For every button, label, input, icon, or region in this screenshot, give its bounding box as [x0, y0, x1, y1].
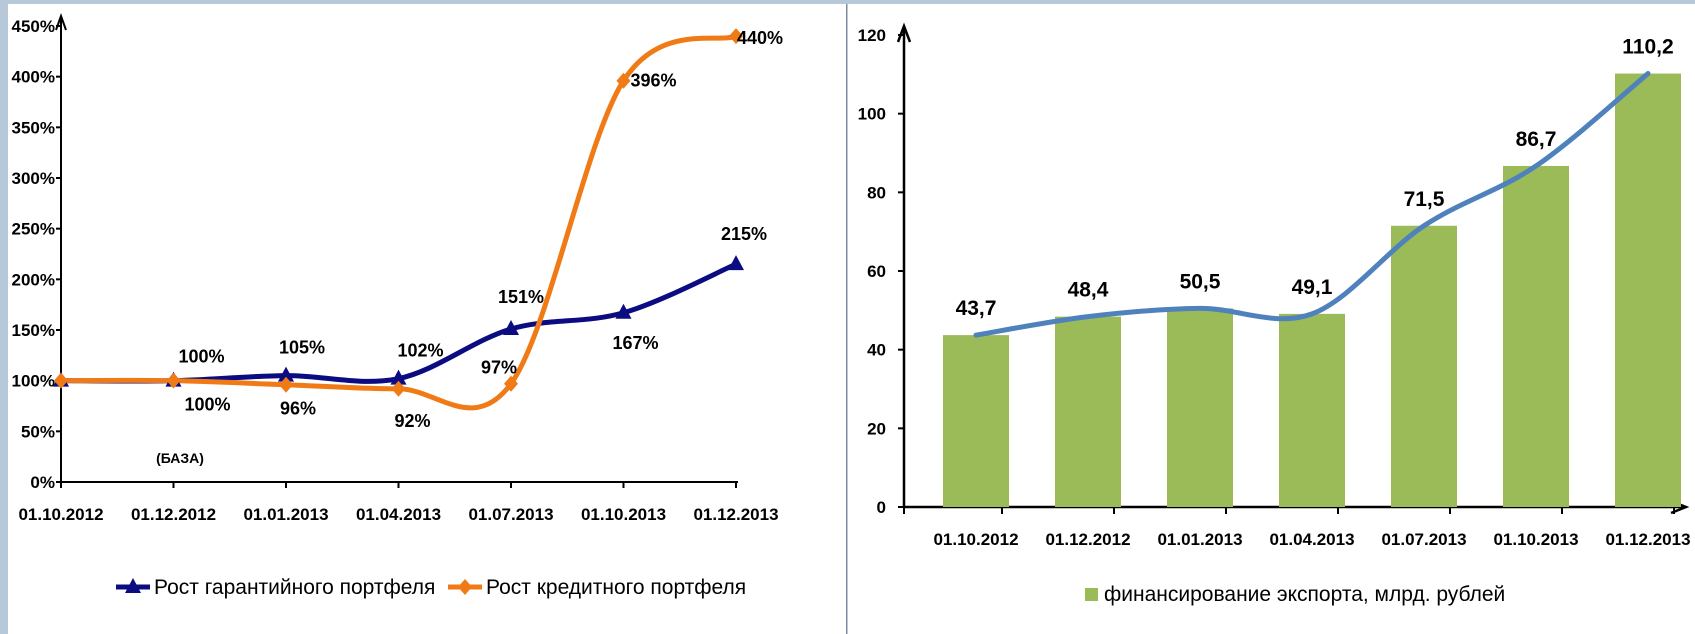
- data-label: 440%: [737, 28, 783, 48]
- x-tick-label: 01.10.2013: [581, 505, 666, 524]
- legend-label-credit: Рост кредитного портфеля: [486, 576, 746, 599]
- legend-label: финансирование экспорта, млрд. рублей: [1104, 583, 1505, 606]
- data-point: [390, 369, 407, 385]
- y-tick-label: 120: [858, 26, 886, 45]
- bar-chart-svg: 0 20 40 60 80 100 120 43,7 48,4 50,5 49,1 71,5 86,7 1…: [858, 22, 1691, 606]
- series-line-guarantee: [60, 261, 737, 384]
- data-label: 110,2: [1622, 36, 1673, 59]
- guarantee-credit-growth-chart: 0% 50% 100% 150% 200% 250% 300% 350% 400% 450% 01.…: [8, 4, 847, 634]
- bar: [1279, 313, 1345, 507]
- data-label: 97%: [481, 358, 517, 378]
- x-tick-label: 01.10.2012: [933, 530, 1018, 549]
- y-tick-label: 400%: [12, 68, 55, 87]
- bar: [1167, 308, 1233, 507]
- data-label: 167%: [612, 333, 658, 353]
- data-point: [728, 255, 744, 271]
- y-tick-label: 100%: [12, 372, 55, 391]
- data-point: [391, 380, 406, 397]
- data-label: 43,7: [956, 297, 997, 320]
- x-tick-label: 01.12.2012: [131, 505, 216, 524]
- data-point: [503, 319, 519, 335]
- y-tick-label: 40: [867, 341, 886, 360]
- bar: [1055, 316, 1121, 507]
- data-label: 105%: [279, 338, 325, 358]
- data-point: [615, 303, 632, 319]
- export-financing-chart: 0 20 40 60 80 100 120 43,7 48,4 50,5 49,1 71,5 86,7 1…: [848, 4, 1695, 634]
- bar: [1391, 225, 1457, 507]
- y-tick-label: 450%: [12, 17, 55, 36]
- x-tick-label: 01.07.2013: [468, 505, 553, 524]
- data-label: 48,4: [1068, 279, 1109, 302]
- y-tick-label: 200%: [12, 270, 55, 289]
- data-point: [54, 372, 68, 389]
- line-chart-svg: 0% 50% 100% 150% 200% 250% 300% 350% 400% 450% 01.…: [12, 13, 783, 599]
- legend-marker-guarantee: [125, 578, 141, 593]
- data-point: [166, 372, 181, 389]
- data-label: 49,1: [1292, 276, 1333, 299]
- trend-line: [973, 71, 1651, 338]
- y-tick-label: 250%: [12, 220, 55, 239]
- data-label: 71,5: [1404, 188, 1445, 211]
- x-tick-label: 01.01.2013: [1157, 530, 1242, 549]
- bar: [1503, 165, 1569, 508]
- base-annotation: (БАЗА): [156, 450, 204, 466]
- x-tick-label: 01.01.2013: [243, 505, 328, 524]
- data-point: [279, 376, 293, 393]
- data-label: 86,7: [1516, 128, 1557, 151]
- data-point: [729, 28, 743, 45]
- data-label: 96%: [280, 399, 316, 419]
- data-label: 215%: [721, 224, 767, 244]
- data-label: 100%: [178, 347, 224, 367]
- y-tick-label: 0: [877, 498, 886, 517]
- data-label: 151%: [498, 287, 544, 307]
- data-label: 396%: [630, 71, 676, 91]
- x-tick-label: 01.12.2013: [693, 505, 778, 524]
- legend-label-guarantee: Рост гарантийного портфеля: [154, 576, 435, 599]
- x-tick-label: 01.07.2013: [1381, 530, 1466, 549]
- y-tick-label: 150%: [12, 321, 55, 340]
- y-tick-label: 100: [858, 105, 886, 124]
- y-tick-label: 80: [867, 183, 886, 202]
- y-tick-label: 350%: [12, 118, 55, 137]
- data-point: [504, 375, 518, 392]
- data-label: 102%: [397, 341, 443, 361]
- y-tick-label: 20: [867, 419, 886, 438]
- y-axis-arrow: [896, 22, 912, 43]
- y-tick-label: 0%: [30, 473, 55, 492]
- data-label: 100%: [184, 395, 230, 415]
- legend-marker-credit: [458, 579, 472, 595]
- data-point: [616, 72, 631, 89]
- x-tick-label: 01.10.2013: [1493, 530, 1578, 549]
- data-label: 50,5: [1180, 270, 1221, 293]
- bar: [943, 335, 1009, 507]
- y-tick-label: 60: [867, 262, 886, 281]
- bar: [1615, 73, 1681, 508]
- data-label: 92%: [394, 411, 430, 431]
- legend-swatch: [1085, 588, 1098, 601]
- x-tick-label: 01.12.2013: [1605, 530, 1690, 549]
- x-tick-label: 01.10.2012: [18, 505, 103, 524]
- x-tick-label: 01.04.2013: [1269, 530, 1354, 549]
- y-tick-label: 300%: [12, 169, 55, 188]
- x-tick-label: 01.04.2013: [356, 505, 441, 524]
- data-point: [278, 366, 294, 382]
- y-tick-label: 50%: [21, 422, 55, 441]
- x-tick-label: 01.12.2012: [1045, 530, 1130, 549]
